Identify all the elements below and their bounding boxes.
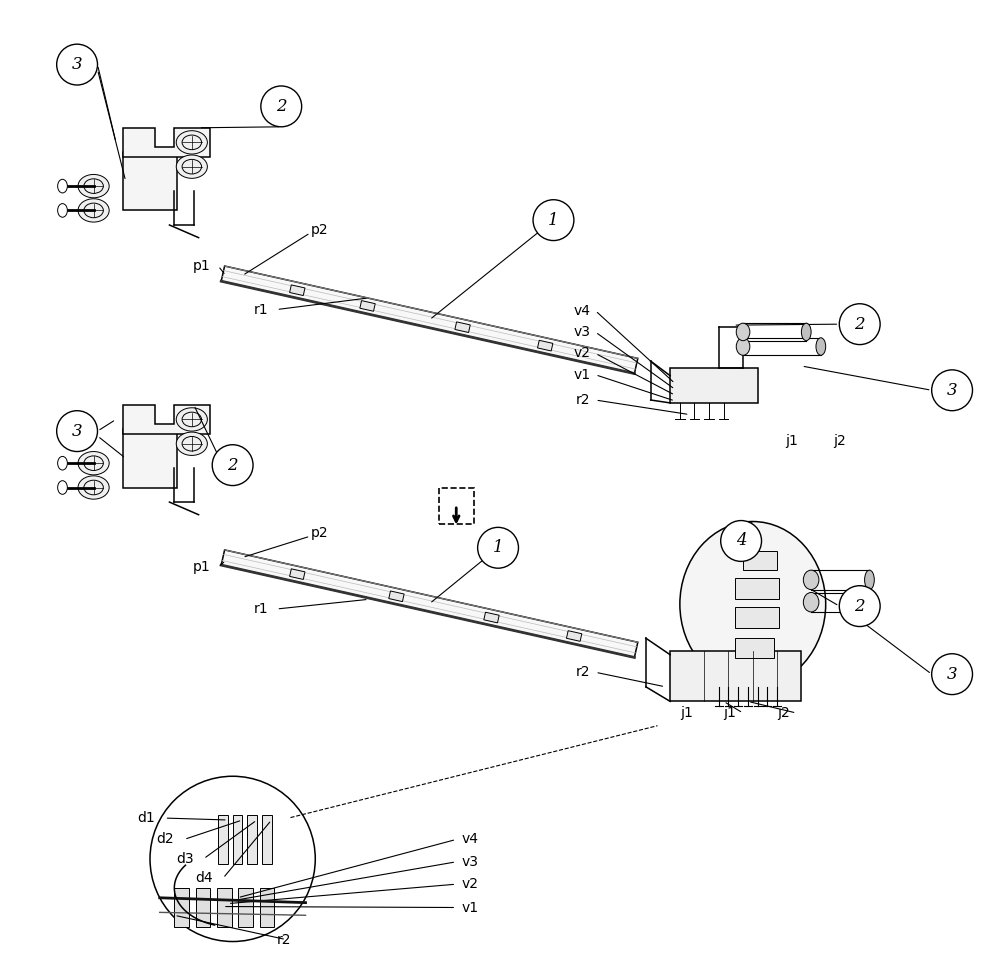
Text: d4: d4 — [196, 872, 213, 885]
FancyBboxPatch shape — [735, 607, 779, 629]
FancyBboxPatch shape — [670, 368, 758, 403]
Circle shape — [212, 445, 253, 486]
FancyBboxPatch shape — [262, 815, 272, 864]
FancyBboxPatch shape — [123, 429, 177, 488]
Text: 3: 3 — [72, 422, 82, 440]
Polygon shape — [566, 631, 582, 642]
FancyBboxPatch shape — [735, 639, 774, 658]
Ellipse shape — [736, 337, 750, 355]
Ellipse shape — [58, 456, 67, 470]
Text: j1: j1 — [785, 434, 798, 448]
Polygon shape — [484, 612, 499, 623]
Text: 1: 1 — [548, 212, 559, 229]
Text: 4: 4 — [736, 532, 746, 550]
Polygon shape — [290, 285, 305, 295]
Text: j2: j2 — [833, 434, 846, 448]
FancyBboxPatch shape — [247, 815, 257, 864]
FancyBboxPatch shape — [260, 888, 274, 927]
FancyBboxPatch shape — [743, 551, 777, 570]
Ellipse shape — [78, 476, 109, 499]
Ellipse shape — [680, 522, 826, 686]
FancyBboxPatch shape — [196, 888, 210, 927]
Ellipse shape — [865, 593, 874, 612]
Circle shape — [932, 370, 972, 410]
FancyBboxPatch shape — [233, 815, 242, 864]
Ellipse shape — [78, 451, 109, 475]
Circle shape — [57, 410, 98, 451]
Text: 1: 1 — [493, 539, 503, 557]
Polygon shape — [123, 128, 210, 157]
Text: p2: p2 — [310, 526, 328, 540]
Ellipse shape — [176, 408, 207, 431]
Text: v3: v3 — [573, 325, 590, 339]
Polygon shape — [360, 300, 375, 311]
Text: 3: 3 — [72, 57, 82, 73]
Text: v1: v1 — [573, 368, 590, 382]
FancyBboxPatch shape — [217, 888, 232, 927]
Ellipse shape — [801, 323, 811, 340]
Text: d1: d1 — [137, 811, 155, 825]
FancyBboxPatch shape — [735, 578, 779, 600]
Polygon shape — [221, 550, 638, 657]
Polygon shape — [538, 340, 553, 351]
Text: 2: 2 — [276, 98, 287, 115]
Circle shape — [839, 304, 880, 344]
Circle shape — [839, 586, 880, 627]
Text: 3: 3 — [947, 666, 957, 682]
Text: d3: d3 — [176, 852, 194, 866]
Circle shape — [932, 654, 972, 694]
Text: v4: v4 — [461, 833, 478, 846]
Text: 3: 3 — [947, 382, 957, 399]
FancyBboxPatch shape — [218, 815, 228, 864]
Circle shape — [533, 200, 574, 241]
Circle shape — [478, 527, 518, 568]
Polygon shape — [123, 405, 210, 434]
Ellipse shape — [736, 323, 750, 340]
Circle shape — [721, 521, 762, 562]
Polygon shape — [221, 266, 638, 373]
Text: j1: j1 — [724, 706, 736, 721]
Ellipse shape — [865, 570, 874, 590]
FancyBboxPatch shape — [238, 888, 253, 927]
Ellipse shape — [816, 337, 826, 355]
Text: v2: v2 — [573, 346, 590, 361]
Ellipse shape — [78, 199, 109, 222]
FancyBboxPatch shape — [174, 888, 189, 927]
Text: j2: j2 — [777, 706, 790, 721]
Text: p2: p2 — [310, 223, 328, 237]
Text: v1: v1 — [461, 901, 478, 915]
Text: v3: v3 — [461, 855, 478, 869]
Text: r2: r2 — [576, 393, 590, 407]
Text: p1: p1 — [193, 561, 210, 574]
Ellipse shape — [803, 593, 819, 612]
Ellipse shape — [176, 131, 207, 154]
Ellipse shape — [58, 179, 67, 193]
Circle shape — [150, 776, 315, 942]
FancyBboxPatch shape — [123, 152, 177, 211]
Ellipse shape — [58, 204, 67, 217]
Text: 2: 2 — [854, 316, 865, 332]
Text: 2: 2 — [854, 598, 865, 614]
Polygon shape — [389, 591, 404, 602]
Ellipse shape — [78, 175, 109, 198]
Circle shape — [261, 86, 302, 127]
Polygon shape — [290, 568, 305, 579]
Text: v4: v4 — [573, 303, 590, 318]
Ellipse shape — [58, 481, 67, 494]
Polygon shape — [670, 651, 801, 701]
Polygon shape — [455, 322, 470, 332]
Ellipse shape — [803, 570, 819, 590]
Ellipse shape — [176, 432, 207, 455]
Text: r2: r2 — [576, 665, 590, 680]
Text: j1: j1 — [680, 706, 693, 721]
Text: 2: 2 — [227, 456, 238, 474]
Circle shape — [57, 44, 98, 85]
Text: v2: v2 — [461, 878, 478, 891]
Text: d2: d2 — [157, 833, 174, 846]
Ellipse shape — [176, 155, 207, 178]
Text: r2: r2 — [276, 932, 291, 947]
Text: r1: r1 — [254, 302, 269, 317]
Text: r1: r1 — [254, 602, 269, 616]
Text: p1: p1 — [193, 258, 210, 273]
